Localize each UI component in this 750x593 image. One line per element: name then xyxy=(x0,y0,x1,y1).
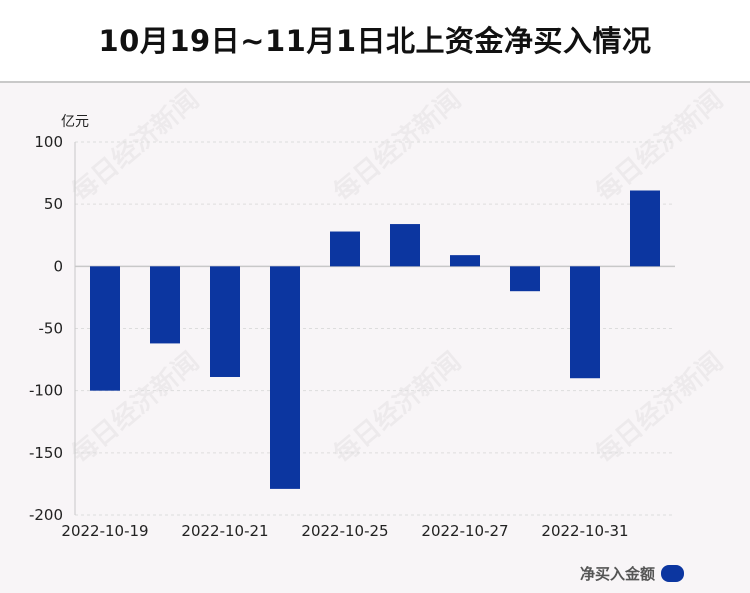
x-tick-label: 2022-10-21 xyxy=(181,522,268,540)
x-tick-labels: 2022-10-19 2022-10-21 2022-10-25 2022-10-27… xyxy=(61,522,628,540)
y-tick-label: 50 xyxy=(44,195,63,213)
bar-2022-10-27 xyxy=(450,255,480,267)
bar-2022-10-24 xyxy=(270,266,300,489)
bar-2022-10-21 xyxy=(210,266,240,377)
chart-title: 10月19日~11月1日北上资金净买入情况 xyxy=(98,24,652,58)
y-tick-label: 100 xyxy=(34,133,63,151)
y-tick-label: -200 xyxy=(29,506,63,524)
x-tick-label: 2022-10-19 xyxy=(61,522,148,540)
legend: 净买入金额 xyxy=(580,563,684,584)
title-bar: 10月19日~11月1日北上资金净买入情况 xyxy=(0,0,750,83)
y-tick-label: -50 xyxy=(39,320,64,338)
bar-2022-10-25 xyxy=(330,231,360,267)
y-tick-label: -150 xyxy=(29,444,63,462)
y-tick-labels: 100 50 0 -50 -100 -150 -200 xyxy=(29,133,63,524)
legend-swatch xyxy=(661,565,684,582)
x-tick-label: 2022-10-25 xyxy=(301,522,388,540)
x-tick-label: 2022-10-27 xyxy=(421,522,508,540)
bar-2022-10-31 xyxy=(570,266,600,379)
x-tick-label: 2022-10-31 xyxy=(541,522,628,540)
y-tick-label: 0 xyxy=(53,257,63,275)
bar-2022-10-20 xyxy=(150,266,180,344)
bar-2022-11-01 xyxy=(630,190,660,267)
legend-label: 净买入金额 xyxy=(579,565,655,583)
y-axis-unit-label: 亿元 xyxy=(61,114,89,130)
bar-2022-10-26 xyxy=(390,224,420,267)
bars xyxy=(90,190,660,489)
bar-2022-10-19 xyxy=(90,266,120,391)
bar-2022-10-28 xyxy=(510,266,540,292)
y-tick-label: -100 xyxy=(29,382,63,400)
